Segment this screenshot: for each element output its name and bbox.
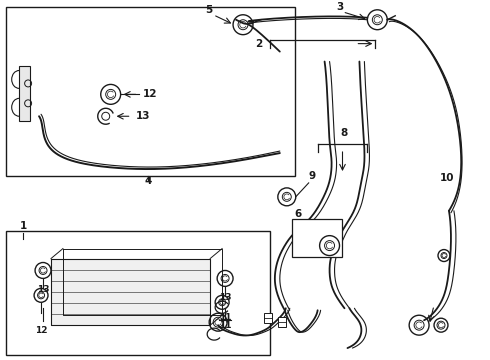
Text: 8: 8 xyxy=(341,128,348,138)
Bar xyxy=(6,231,270,355)
Bar xyxy=(264,313,272,323)
Text: 13: 13 xyxy=(219,293,231,302)
Text: 13: 13 xyxy=(136,111,150,121)
Text: 6: 6 xyxy=(295,209,302,219)
Text: 12: 12 xyxy=(35,326,48,335)
Bar xyxy=(19,66,30,121)
Text: 1: 1 xyxy=(20,221,27,231)
Bar xyxy=(6,7,295,176)
Text: 10: 10 xyxy=(440,173,454,183)
Text: 11: 11 xyxy=(219,321,231,330)
Text: 4: 4 xyxy=(145,176,152,186)
Text: 7: 7 xyxy=(291,246,298,256)
Text: 5: 5 xyxy=(206,5,213,15)
Bar xyxy=(51,258,210,325)
Text: 13: 13 xyxy=(37,285,49,294)
Text: 3: 3 xyxy=(336,2,343,12)
Text: 2: 2 xyxy=(255,39,262,49)
Text: 12: 12 xyxy=(143,89,157,99)
Bar xyxy=(278,317,286,327)
Bar xyxy=(292,219,342,257)
Text: 11: 11 xyxy=(219,313,231,322)
Text: 9: 9 xyxy=(309,171,316,181)
